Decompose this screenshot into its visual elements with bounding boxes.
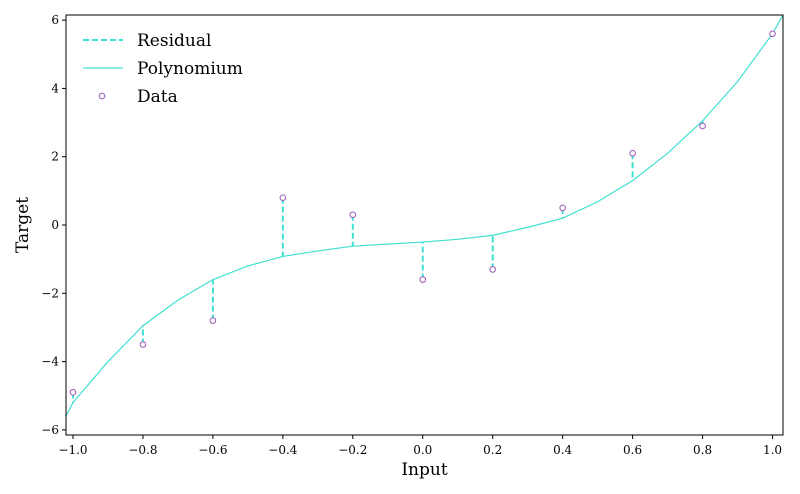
y-tick-label: 2 [51,150,59,164]
x-axis-label: Input [401,460,447,480]
data-point [349,211,357,219]
data-point [699,122,706,130]
y-axis-label: Target [13,197,33,253]
y-tick-label: 6 [51,13,59,27]
y-tick-label: 0 [51,218,59,232]
data-point [559,204,566,212]
data-point [139,341,147,348]
x-tick-label: 0.8 [693,443,712,457]
residual-series [71,120,704,403]
polynomium-series [66,15,783,417]
legend-data-marker [98,92,106,100]
polynomium-line [66,15,783,417]
x-tick-label: −1.0 [58,443,87,457]
y-tick-label: −4 [41,355,59,369]
legend-residual-label: Residual [137,31,211,51]
x-tick-label: 0.0 [413,443,432,457]
x-tick-label: −0.4 [268,443,298,457]
y-tick-label: −6 [41,423,59,437]
x-tick-label: 0.4 [553,443,572,457]
x-tick-label: −0.6 [198,443,227,457]
data-point [769,30,776,38]
data-point [629,149,636,157]
data-point [419,276,427,283]
x-tick-label: −0.8 [128,443,157,457]
legend-polynomium-label: Polynomium [137,59,243,79]
legend: Residual Polynomium Data [83,31,243,107]
data-series [69,30,776,396]
x-tick-label: 0.6 [623,443,642,457]
y-tick-label: −2 [41,286,59,300]
x-tick-label: 1.0 [763,443,782,457]
x-tick-label: −0.2 [338,443,367,457]
data-point [279,194,287,201]
x-tick-label: 0.2 [483,443,502,457]
y-tick-label: 4 [51,81,59,95]
y-axis-ticks: −6 −4 −2 0 2 4 6 [41,13,66,437]
x-axis-ticks: −1.0 −0.8 −0.6 −0.4 −0.2 0.0 0.2 0.4 0.6 0.8 1.0 [58,435,782,457]
data-point [69,389,77,396]
data-point [209,317,217,324]
legend-data-label: Data [137,87,178,107]
data-point [489,266,497,273]
